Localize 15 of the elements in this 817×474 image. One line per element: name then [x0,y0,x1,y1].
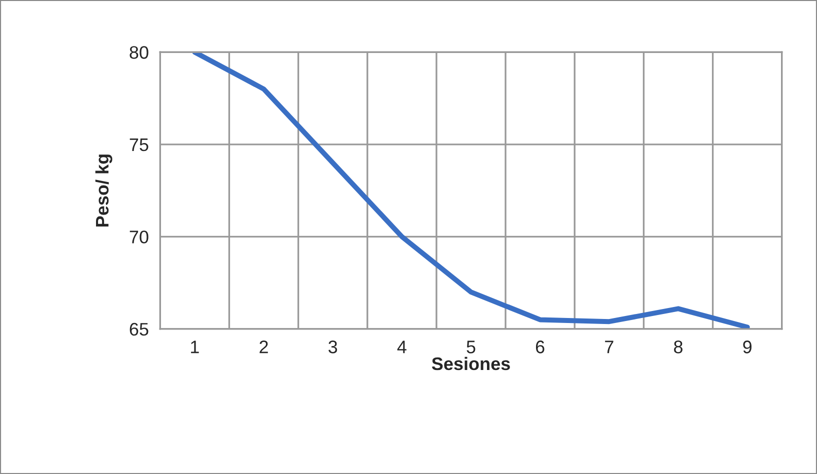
x-axis-title: Sesiones [432,356,510,370]
x-tick-label: 8 [674,340,682,354]
y-axis-title: Peso/ kg [95,154,112,226]
x-tick-label: 1 [191,340,199,354]
y-tick-label: 70 [130,230,148,244]
y-tick-label: 65 [130,322,148,336]
x-tick-label: 9 [743,340,752,354]
y-tick-label: 75 [130,138,148,152]
x-tick-label: 7 [605,340,614,354]
x-tick-label: 2 [260,340,268,354]
x-tick-label: 5 [466,340,476,354]
x-tick-label: 6 [536,340,544,354]
y-tick-label: 80 [130,46,148,59]
x-tick-label: 3 [328,340,338,354]
x-tick-label: 4 [397,340,406,354]
